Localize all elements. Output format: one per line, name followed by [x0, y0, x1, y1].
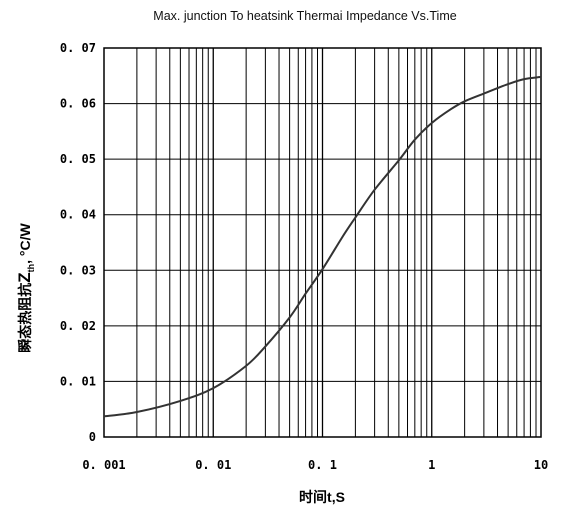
plot-frame — [103, 47, 542, 438]
x-tick-label: 1 — [428, 458, 435, 472]
x-tick-label: 10 — [534, 458, 548, 472]
x-axis-label: 时间t,S — [299, 489, 345, 505]
series-line-zth — [103, 75, 542, 418]
y-tick-label: 0. 03 — [60, 263, 96, 277]
x-tick-label: 0. 1 — [308, 458, 337, 472]
y-tick-label: 0. 07 — [60, 41, 96, 55]
y-axis-label-prefix: 瞬态热阻抗 — [17, 283, 33, 353]
y-axis-label-suffix: , °C/W — [17, 222, 33, 263]
y-tick-label: 0. 04 — [60, 208, 96, 222]
y-axis-label-subscript: th — [26, 264, 36, 273]
chart-title: Max. junction To heatsink Thermai Impeda… — [153, 9, 456, 23]
y-tick-label: 0. 05 — [60, 152, 96, 166]
y-tick-label: 0. 06 — [60, 97, 96, 111]
y-tick-label: 0. 01 — [60, 374, 96, 388]
y-axis-ticks: 0 0. 01 0. 02 0. 03 0. 04 0. 05 0. 06 0. 07 — [60, 41, 96, 444]
x-tick-label: 0. 01 — [195, 458, 231, 472]
x-axis-ticks: 0. 001 0. 01 0. 1 1 10 — [82, 458, 548, 472]
y-tick-label: 0 — [89, 430, 96, 444]
y-tick-label: 0. 02 — [60, 319, 96, 333]
y-axis-label: 瞬态热阻抗Zth, °C/W — [15, 222, 36, 352]
x-tick-label: 0. 001 — [82, 458, 125, 472]
grid — [104, 48, 541, 437]
y-axis-label-symbol: Z — [15, 272, 34, 282]
